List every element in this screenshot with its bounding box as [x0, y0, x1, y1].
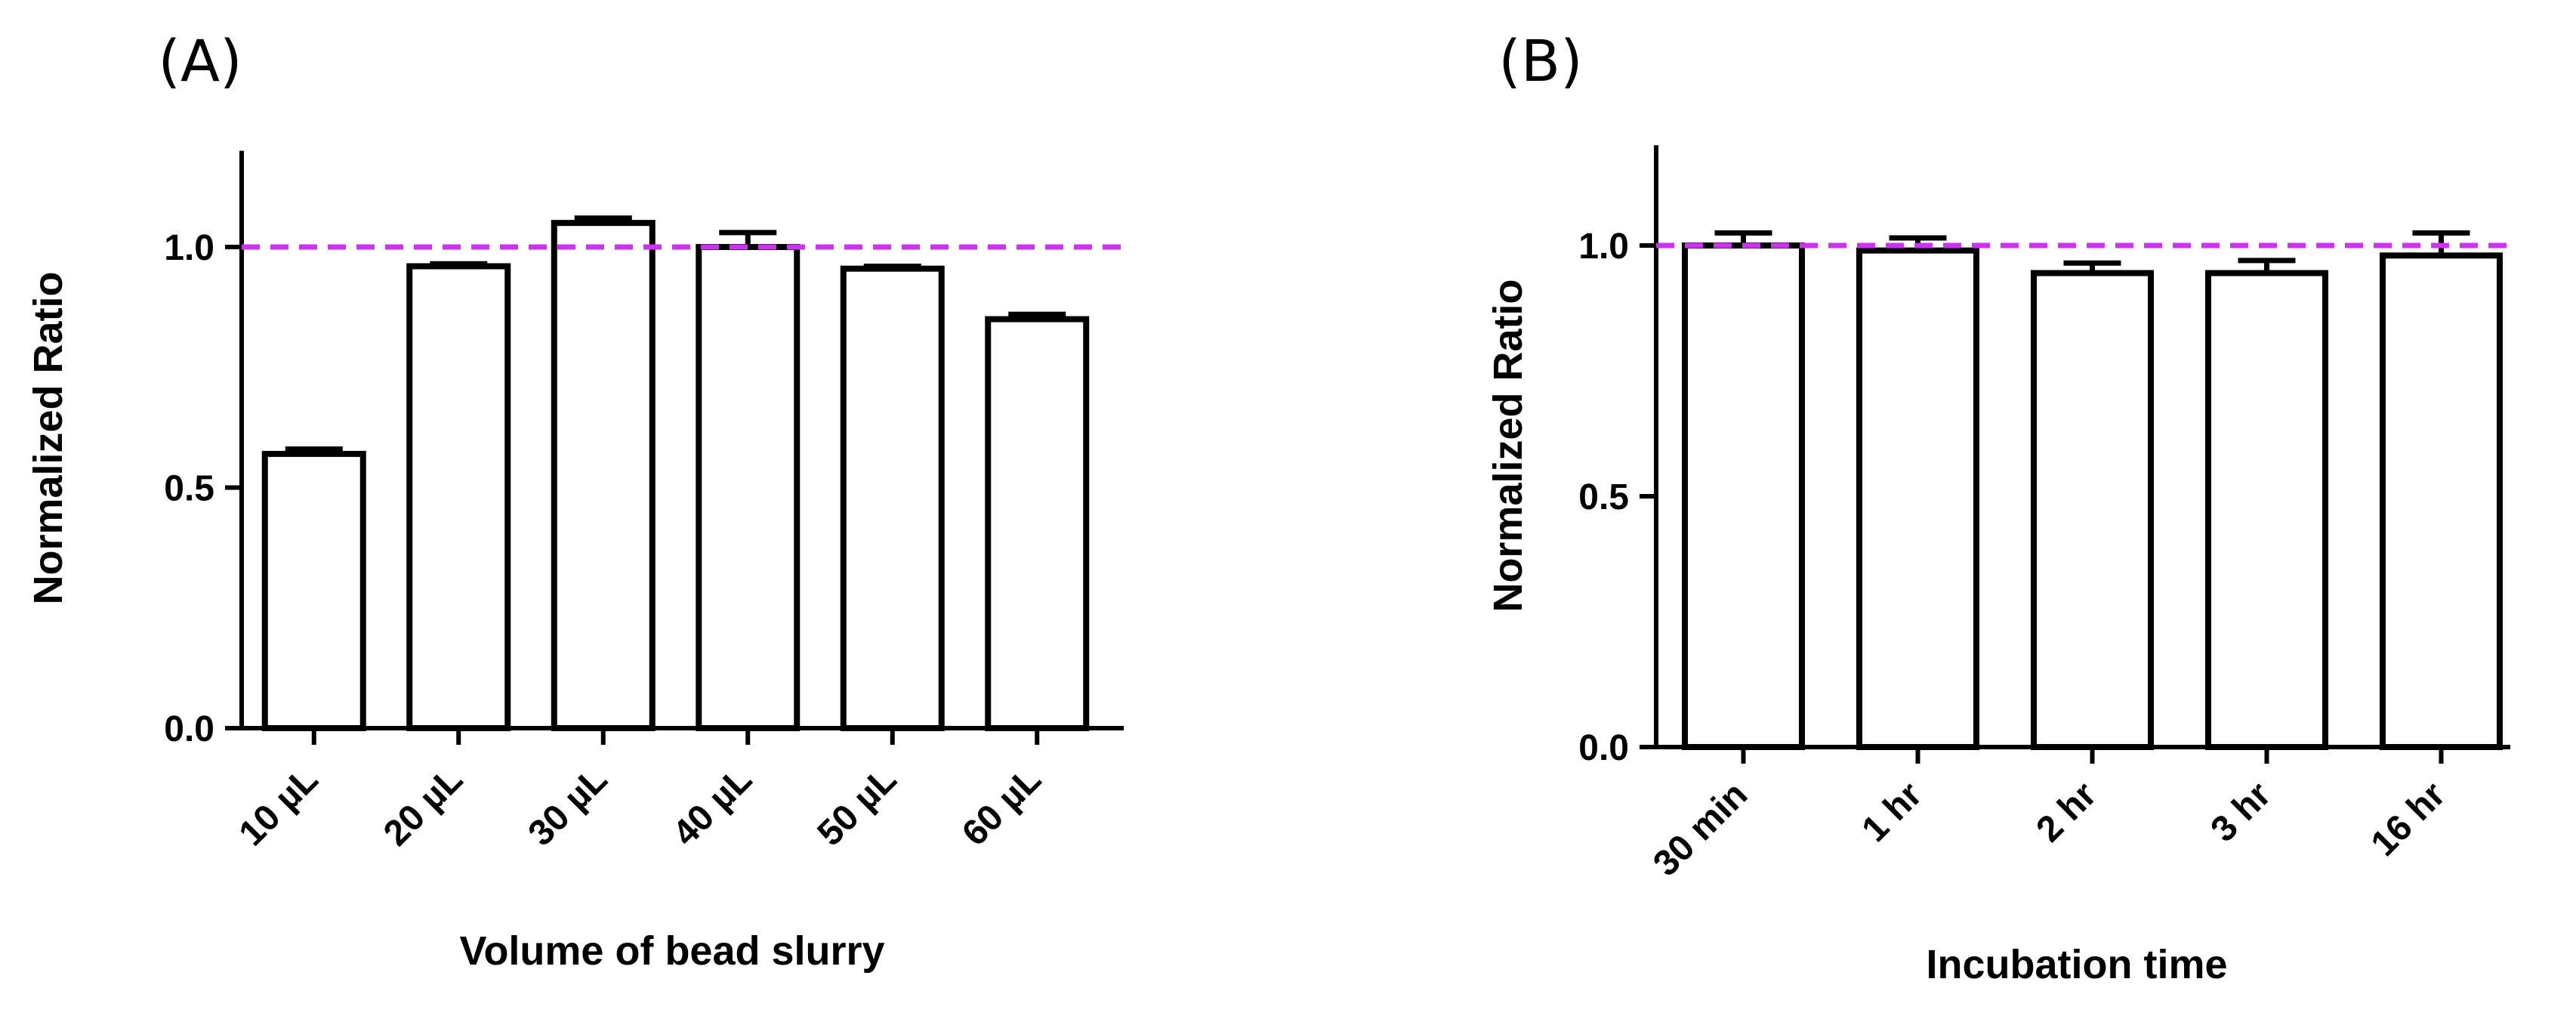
x-tick-label: 1 hr [1855, 774, 1930, 850]
bar [261, 450, 366, 731]
bar [551, 220, 656, 731]
chart-panel-a: (A) 0.0 0.5 1.0 10 µL 20 µL 30 µL 40 µL 50 µL 60 … [26, 27, 1124, 974]
bar [1682, 242, 1805, 750]
y-tick-label: 0.0 [164, 709, 214, 749]
x-tick-label: 30 µL [521, 759, 615, 854]
x-tick-label: 50 µL [810, 759, 905, 854]
bar [985, 316, 1090, 731]
x-tick-label: 60 µL [955, 759, 1049, 854]
x-tick-label: 3 hr [2204, 774, 2279, 850]
y-tick-label: 0.5 [1578, 477, 1629, 517]
x-tick-label: 30 min [1646, 774, 1755, 884]
bar [2031, 270, 2154, 750]
y-axis-title: Normalized Ratio [26, 271, 71, 604]
bar [1856, 247, 1979, 750]
x-tick-label: 16 hr [2364, 774, 2454, 864]
bar [696, 244, 801, 731]
bar [406, 263, 511, 732]
x-axis-title: Volume of bead slurry [459, 928, 884, 974]
bar [2205, 270, 2328, 750]
x-tick-label: 40 µL [665, 759, 760, 854]
bar [840, 265, 945, 732]
bar [2380, 252, 2503, 750]
y-axis-title: Normalized Ratio [1485, 279, 1531, 612]
panel-label: (B) [1498, 27, 1582, 94]
y-tick-label: 0.5 [164, 469, 214, 509]
x-tick-label: 10 µL [232, 759, 326, 854]
x-tick-label: 2 hr [2029, 774, 2105, 850]
panel-label: (A) [158, 27, 242, 94]
x-axis-title: Incubation time [1926, 942, 2227, 987]
y-tick-label: 1.0 [1578, 227, 1629, 267]
x-tick-label: 20 µL [376, 759, 470, 854]
y-tick-label: 0.0 [1578, 728, 1629, 768]
y-tick-label: 1.0 [164, 228, 214, 268]
chart-panel-b: (B) 0.0 0.5 1.0 30 min 1 hr 2 hr 3 hr 16 hr Norma… [1485, 27, 2510, 987]
